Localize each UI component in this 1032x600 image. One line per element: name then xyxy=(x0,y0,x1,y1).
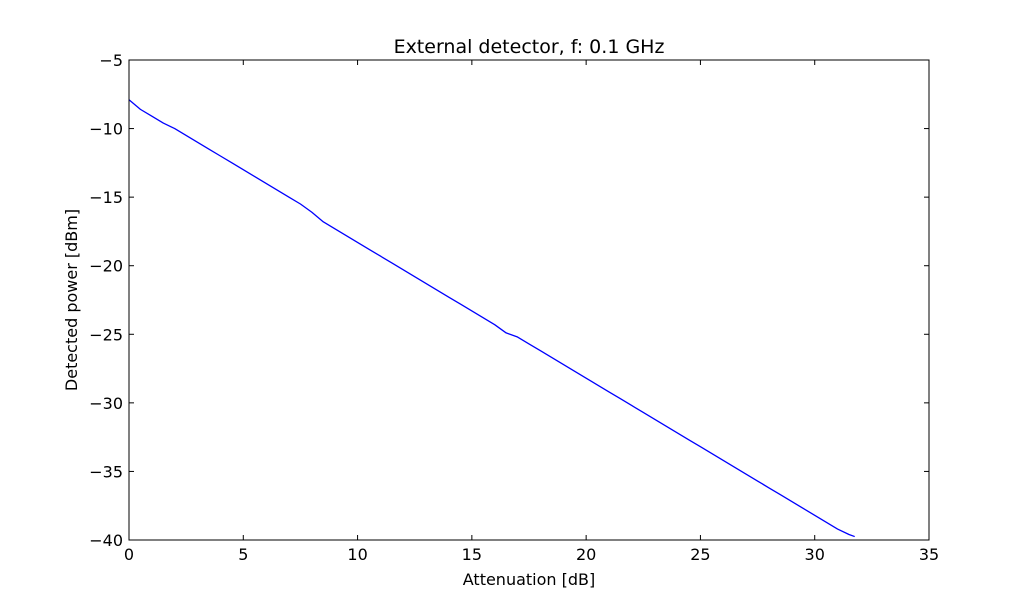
y-tick-label: −20 xyxy=(89,257,123,276)
y-tick-label: −30 xyxy=(89,394,123,413)
y-axis-label: Detected power [dBm] xyxy=(62,209,81,391)
plot-area xyxy=(128,99,855,538)
y-tick-label: −40 xyxy=(89,531,123,550)
y-tick-label: −15 xyxy=(89,188,123,207)
y-tick-label: −10 xyxy=(89,120,123,139)
x-tick-label: 35 xyxy=(919,545,939,564)
x-tick-label: 20 xyxy=(576,545,596,564)
x-tick-label: 5 xyxy=(238,545,248,564)
y-tick-label: −35 xyxy=(89,462,123,481)
series-line-0 xyxy=(128,99,855,538)
x-axis-label: Attenuation [dB] xyxy=(463,570,596,589)
axes-frame xyxy=(128,59,930,541)
x-tick-label: 15 xyxy=(462,545,482,564)
x-tick-label: 0 xyxy=(124,545,134,564)
axis-ticks: 0 5 10 15 20 25 30 35 −5 −10 −15 −20 −25 −30 −35 −40 xyxy=(89,51,939,564)
x-tick-label: 30 xyxy=(805,545,825,564)
y-tick-label: −25 xyxy=(89,325,123,344)
x-tick-label: 25 xyxy=(690,545,710,564)
x-tick-label: 10 xyxy=(347,545,367,564)
chart-title: External detector, f: 0.1 GHz xyxy=(394,36,665,58)
y-tick-label: −5 xyxy=(99,51,123,70)
